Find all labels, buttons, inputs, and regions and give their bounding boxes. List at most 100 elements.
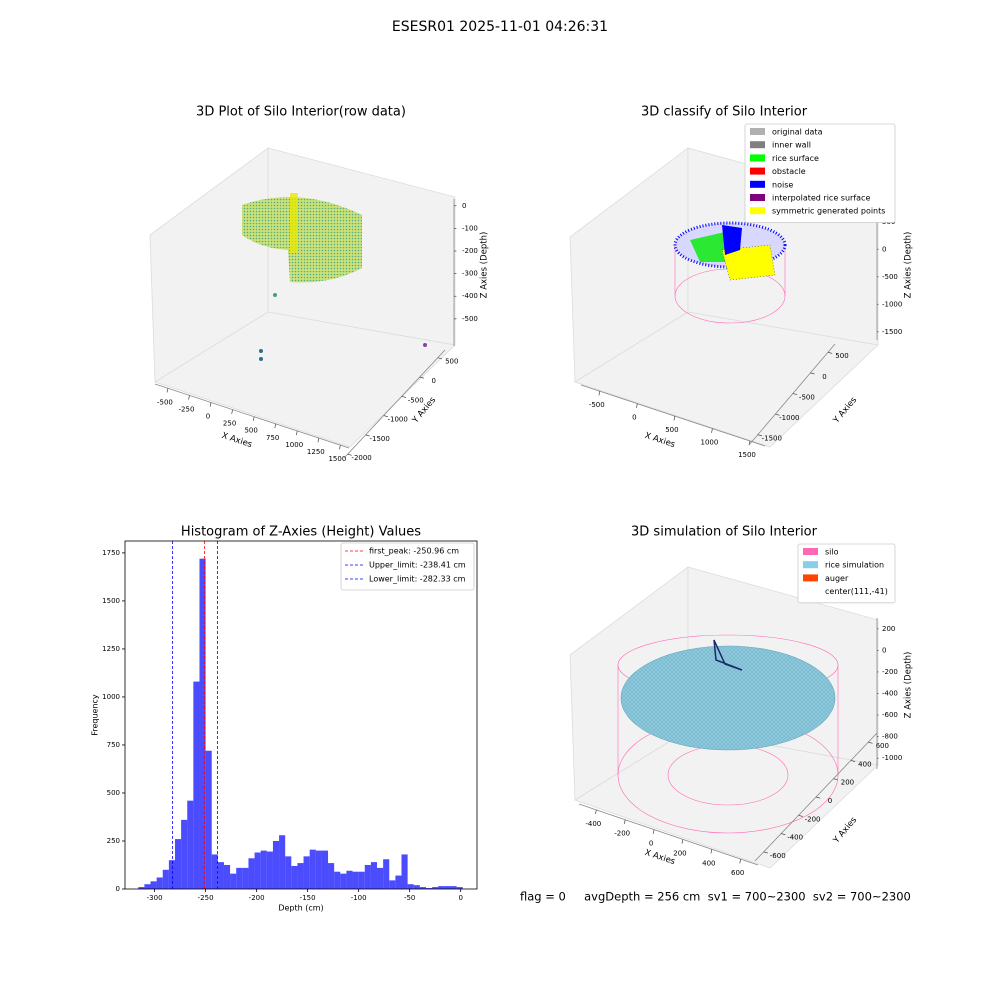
z-tick-label: -200 (462, 247, 478, 255)
y-axis-label: Frequency (91, 694, 100, 736)
y-tick-label: -500 (408, 396, 424, 404)
tick-mark (827, 351, 833, 354)
tick-mark (347, 453, 352, 456)
x-tick-label: -500 (589, 401, 605, 409)
histogram-bar (230, 873, 237, 889)
histogram-bar (205, 750, 212, 889)
legend-swatch (750, 207, 765, 215)
z-tick-label: 0 (882, 245, 886, 253)
histogram-bar (199, 558, 206, 889)
z-tick-label: 0 (462, 202, 466, 210)
histogram-bar (254, 852, 261, 889)
y-tick-label: 1000 (102, 693, 120, 701)
legend-box (340, 542, 475, 591)
legend-box (797, 543, 896, 604)
y-tick-label: 1750 (102, 549, 120, 557)
tick-mark (401, 395, 407, 398)
histogram-bar (248, 858, 255, 889)
x-tick-label: 500 (244, 427, 257, 435)
tick-mark (652, 829, 655, 834)
tick-mark (437, 357, 443, 360)
histogram-bar (328, 863, 335, 889)
plot-frame (124, 540, 478, 890)
y-tick-label: 500 (107, 789, 120, 797)
legend-label: rice surface (772, 154, 819, 163)
y-axis-line (748, 343, 836, 446)
y-tick-label: 500 (835, 352, 848, 360)
z-tick-label: -100 (462, 224, 478, 232)
tick-mark (188, 395, 190, 400)
z-tick-label: -600 (882, 711, 898, 719)
y-tick-label: 750 (107, 741, 120, 749)
x-tick-label: 1500 (328, 455, 346, 463)
x-tick-label: -250 (198, 894, 214, 902)
y-tick-label: -500 (799, 393, 815, 401)
legend-label: Lower_limit: -282.33 cm (369, 575, 466, 584)
legend-label: first_peak: -250.96 cm (369, 547, 459, 556)
histogram-bar (211, 854, 218, 889)
legend-label: rice simulation (825, 561, 884, 570)
histogram-bar (272, 840, 280, 889)
legend-label: inner wall (772, 141, 811, 150)
histogram-bar (181, 819, 188, 889)
y-tick-label: 400 (858, 760, 871, 768)
histogram-bar (383, 859, 390, 889)
x-tick-label: 0 (632, 414, 636, 422)
histogram-bar (303, 856, 310, 889)
x-tick-label: 1000 (285, 441, 303, 449)
y-tick-label: -1500 (762, 435, 782, 443)
legend-swatch (750, 141, 765, 149)
legend-label: Upper_limit: -238.41 cm (369, 561, 466, 570)
tick-mark (833, 778, 838, 781)
tick-mark (798, 814, 803, 817)
tick-mark (636, 403, 638, 408)
histogram-bar (401, 854, 408, 889)
y-tick-label: -2000 (351, 454, 371, 462)
x-tick-label: -250 (179, 405, 195, 413)
histogram-bar (223, 864, 231, 889)
panel-4-decor (569, 566, 879, 869)
histogram-bar (389, 880, 396, 889)
tick-mark (209, 402, 212, 407)
legend-swatch (803, 574, 818, 582)
y-axis-line (343, 349, 446, 459)
histogram-bar (413, 885, 420, 889)
legend-swatch (750, 128, 765, 135)
histogram-bar (217, 862, 224, 889)
histogram-bar (456, 887, 463, 889)
x-tick-label: 750 (266, 434, 279, 442)
histogram-bar (450, 886, 457, 889)
histogram-bar (156, 877, 163, 889)
x-tick-label: -500 (157, 398, 173, 406)
z-axis-label: Z Axies (Depth) (480, 232, 490, 299)
histogram-bar (352, 871, 359, 889)
tick-mark (775, 413, 780, 416)
histogram-bar (150, 881, 157, 889)
tick-mark (673, 416, 676, 421)
tick-mark (850, 760, 856, 762)
histogram-bar (242, 867, 249, 889)
z-tick-label: -200 (882, 668, 898, 676)
y-axis-label: Y Axies (831, 395, 859, 426)
y-tick-label: 0 (432, 377, 436, 385)
tick-mark (365, 434, 370, 437)
x-axis-label: Depth (cm) (278, 904, 323, 913)
x-tick-label: 1250 (307, 448, 325, 456)
x-tick-label: 0 (206, 412, 210, 420)
z-tick-label: -1500 (882, 328, 902, 336)
x-tick-label: -200 (249, 894, 265, 902)
x-tick-label: 250 (223, 420, 236, 428)
histogram-bar (144, 884, 151, 889)
tick-mark (419, 376, 425, 379)
z-tick-label: -1000 (882, 300, 902, 308)
y-axis-label: Y Axies (831, 815, 859, 846)
z-tick-label: -800 (882, 733, 898, 741)
histogram-bar (438, 886, 445, 889)
histogram-bar (285, 856, 292, 889)
y-tick-label: -1000 (779, 414, 799, 422)
y-tick-label: 500 (445, 358, 458, 366)
tick-mark (792, 393, 798, 396)
z-tick-label: -500 (462, 315, 478, 323)
